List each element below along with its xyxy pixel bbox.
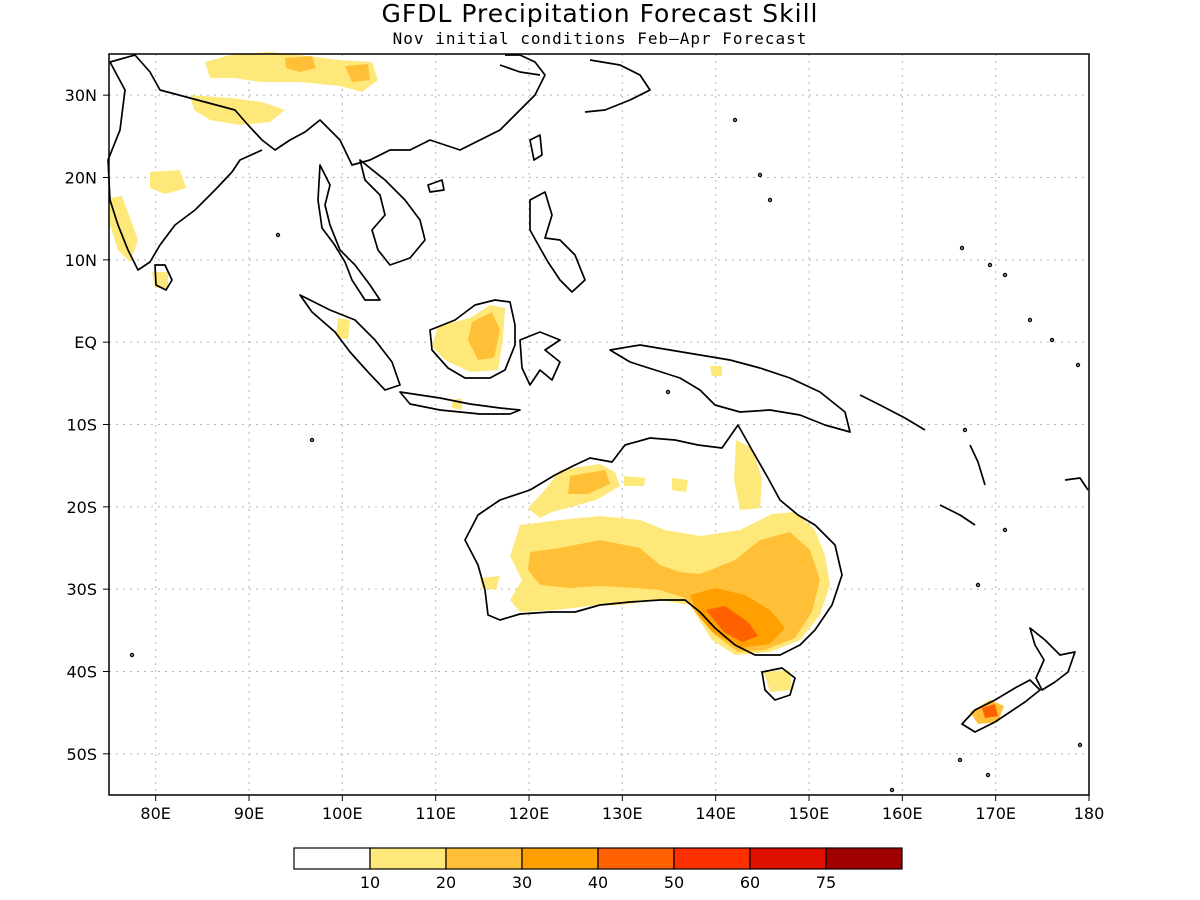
coast-vietnam: [359, 159, 426, 266]
colorbar-swatch: [825, 847, 903, 870]
lat-tick-label: 10N: [65, 251, 97, 270]
skill-patch-himalaya: [190, 95, 285, 125]
coast-nz-north: [1029, 627, 1076, 691]
graticule-gridlines: [109, 54, 1089, 795]
lon-tick-label: 80E: [140, 804, 170, 823]
colorbar-label: 60: [740, 873, 760, 892]
skill-patch-india-west: [110, 196, 138, 262]
skill-patch-borneo-core: [468, 312, 500, 360]
coast-solomons: [859, 394, 976, 526]
longitude-tick-labels: 80E 90E 100E 110E 120E 130E 140E 150E 160E 170E 18…: [140, 795, 1104, 823]
coast-india: [107, 61, 263, 271]
colorbar-label: 75: [816, 873, 836, 892]
colorbar-swatch: [293, 847, 371, 870]
coast-asia-mainland: [109, 54, 546, 166]
colorbar: 10 20 30 40 50 60 75: [293, 847, 903, 892]
lon-tick-label: 170E: [975, 804, 1016, 823]
colorbar-swatch: [749, 847, 827, 870]
skill-patch-sumatra: [336, 318, 350, 340]
lon-tick-label: 150E: [789, 804, 830, 823]
latitude-tick-labels: 30N 20N 10N EQ 10S 20S 30S 40S 50S: [65, 86, 109, 764]
lon-tick-label: 120E: [509, 804, 550, 823]
lon-tick-label: 180: [1074, 804, 1105, 823]
colorbar-label: 30: [512, 873, 532, 892]
colorbar-label: 40: [588, 873, 608, 892]
lon-tick-label: 110E: [415, 804, 456, 823]
skill-patch-murray-core: [706, 606, 758, 642]
coast-sumatra: [299, 294, 401, 391]
pacific-islands: [129, 117, 1083, 793]
lat-tick-label: 50S: [66, 745, 97, 764]
map-title: GFDL Precipitation Forecast Skill: [381, 0, 818, 28]
coast-taiwan: [529, 134, 543, 161]
colorbar-swatch: [597, 847, 675, 870]
colorbar-swatch: [369, 847, 447, 870]
skill-patch-cape-york: [734, 440, 762, 510]
lon-tick-label: 140E: [695, 804, 736, 823]
skill-patch-sri-lanka: [152, 272, 168, 288]
skill-patch-kimberley-core: [568, 470, 610, 494]
skill-patch-india-north: [205, 52, 378, 92]
colorbar-label: 20: [436, 873, 456, 892]
coast-korea-japan: [499, 59, 651, 113]
lat-tick-label: 10S: [66, 416, 97, 435]
coastlines: [107, 54, 1089, 793]
lon-tick-label: 100E: [322, 804, 363, 823]
coast-australia: [464, 424, 843, 656]
colorbar-label: 10: [360, 873, 380, 892]
skill-patch-swa: [480, 576, 500, 590]
skill-patch-india-east: [150, 170, 186, 194]
skill-shading: [110, 52, 1004, 724]
coast-sulawesi: [519, 331, 561, 386]
coast-new-guinea: [609, 344, 851, 433]
colorbar-swatch: [445, 847, 523, 870]
coast-philippines: [529, 191, 586, 293]
lat-tick-label: EQ: [74, 333, 97, 352]
colorbar-swatch: [521, 847, 599, 870]
colorbar-swatch: [673, 847, 751, 870]
coast-indochina: [317, 164, 381, 301]
skill-patch-nusa: [452, 398, 462, 410]
lon-tick-label: 130E: [602, 804, 643, 823]
lat-tick-label: 30S: [66, 580, 97, 599]
map-subtitle: Nov initial conditions Feb–Apr Forecast: [393, 29, 808, 48]
coast-hainan: [427, 179, 445, 193]
coast-borneo: [429, 299, 516, 379]
lon-tick-label: 90E: [234, 804, 264, 823]
lat-tick-label: 20S: [66, 498, 97, 517]
lat-tick-label: 20N: [65, 169, 97, 188]
coast-fiji-vanuatu: [969, 444, 1089, 491]
lon-tick-label: 160E: [882, 804, 923, 823]
skill-patch-tasmania: [764, 670, 792, 692]
coast-nz-south: [961, 679, 1041, 733]
coast-java: [399, 391, 521, 415]
coast-sri-lanka: [154, 264, 173, 291]
lat-tick-label: 40S: [66, 663, 97, 682]
colorbar-label: 50: [664, 873, 684, 892]
skill-patch-png: [710, 366, 722, 376]
coast-tasmania: [761, 667, 796, 701]
lat-tick-label: 30N: [65, 86, 97, 105]
skill-patch-india-north-core: [285, 56, 370, 82]
skill-patch-kimberley: [528, 464, 688, 518]
skill-patch-nz-core: [982, 704, 998, 718]
